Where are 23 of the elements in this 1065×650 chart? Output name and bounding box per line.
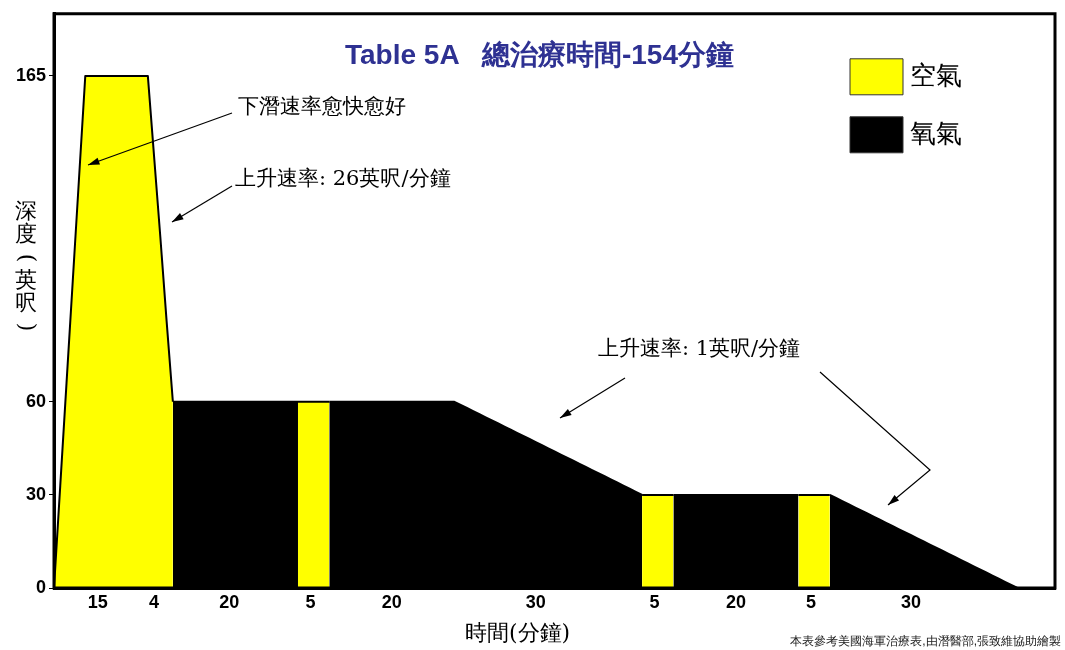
y-tick-label: 165 — [15, 64, 46, 85]
text: Table 5A 總治療時間-154分鐘 — [345, 38, 734, 70]
x-tick-label: 4 — [149, 591, 160, 612]
text: 本表參考美國海軍治療表,由潛醫部,張致維協助繪製 — [790, 634, 1061, 649]
x-tick-label: 5 — [305, 591, 316, 612]
x-tick-label: 20 — [219, 591, 240, 612]
x-tick-label: 20 — [725, 591, 746, 612]
y-tick-label: 0 — [35, 576, 46, 597]
annotation: 上升速率: 26英呎/分鐘 — [235, 166, 451, 191]
annotation: 上升速率: 1英呎/分鐘 — [598, 336, 801, 361]
y-tick-label: 60 — [25, 390, 46, 411]
legend-label: 氧氣 — [910, 117, 962, 148]
y-tick-label: 30 — [25, 483, 46, 504]
x-tick-label: 15 — [87, 591, 108, 612]
legend-label: 空氣 — [910, 59, 962, 90]
y-axis-title: 深度(英呎) — [15, 197, 41, 332]
annotation: 下潛速率愈快愈好 — [238, 94, 406, 119]
x-tick-label: 20 — [381, 591, 402, 612]
x-tick-label: 30 — [525, 591, 546, 612]
x-axis-title: 時間(分鐘) — [464, 619, 571, 645]
x-tick-label: 5 — [806, 591, 817, 612]
x-tick-label: 30 — [901, 591, 922, 612]
x-tick-label: 5 — [649, 591, 660, 612]
